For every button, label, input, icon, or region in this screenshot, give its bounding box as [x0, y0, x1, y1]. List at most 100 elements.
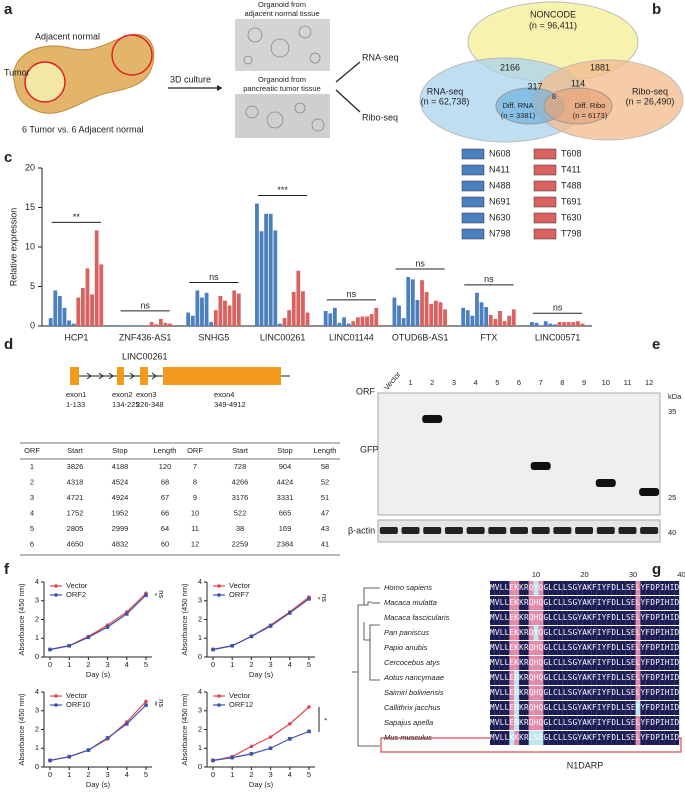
residue-cell — [596, 611, 602, 625]
residue-cell — [654, 701, 660, 715]
set-name: Diff. RNA — [502, 101, 533, 110]
residue-cell — [514, 581, 520, 595]
x-tick-label: 5 — [307, 770, 311, 779]
residue-cell — [504, 581, 510, 595]
residue-cell — [499, 731, 505, 745]
residue-cell — [654, 671, 660, 685]
bar — [213, 310, 218, 326]
residue-cell — [630, 671, 636, 685]
residue-cell — [669, 626, 675, 640]
y-tick-label: 2 — [35, 614, 39, 623]
residue-cell — [596, 731, 602, 745]
residue-cell — [557, 581, 563, 595]
y-tick-label: 20 — [25, 162, 35, 172]
exon-name: exon3 — [136, 390, 156, 399]
residue-cell — [577, 701, 583, 715]
residue-cell — [669, 671, 675, 685]
residue-cell — [528, 701, 534, 715]
residue-cell — [582, 626, 587, 640]
residue-cell — [533, 626, 539, 640]
residue-cell — [562, 731, 568, 745]
marker: 35 — [668, 407, 676, 416]
residue-cell — [572, 656, 578, 670]
table-header: ORF — [187, 446, 203, 455]
region-count: 317 — [527, 81, 542, 91]
y-tick-label: 1 — [35, 633, 39, 642]
bar — [534, 322, 539, 326]
point — [86, 748, 91, 752]
residue-cell — [659, 596, 665, 610]
bar — [475, 292, 479, 326]
residue-cell — [625, 671, 631, 685]
bar — [461, 307, 466, 326]
x-tick-label: 2 — [86, 660, 90, 669]
point — [48, 758, 52, 763]
residue-cell — [650, 701, 655, 715]
residue-cell — [659, 731, 665, 745]
residue-cell — [635, 731, 641, 745]
residue-cell — [577, 731, 583, 745]
x-tick-label: 3 — [269, 770, 273, 779]
residue-cell — [490, 581, 495, 595]
residue-cell — [625, 656, 631, 670]
residue-cell — [553, 581, 558, 595]
y-tick-label: 2 — [198, 614, 202, 623]
lane-label: 3 — [452, 378, 456, 387]
bar — [90, 294, 94, 326]
residue-cell — [528, 686, 534, 700]
residue-cell — [490, 686, 495, 700]
residue-cell — [548, 701, 554, 715]
residue-cell — [601, 671, 607, 685]
residue-cell — [557, 641, 563, 655]
residue-cell — [587, 641, 592, 655]
table-cell: 4721 — [67, 493, 84, 502]
residue-cell — [543, 701, 549, 715]
normal-region — [111, 34, 153, 76]
residue-cell — [494, 671, 500, 685]
x-axis-title: Day (s) — [249, 780, 274, 789]
residue-cell — [650, 731, 655, 745]
residue-cell — [635, 581, 641, 595]
gene-name: LINC00261 — [122, 351, 168, 361]
x-tick-label: 2 — [249, 660, 253, 669]
residue-cell — [645, 671, 651, 685]
residue-cell — [587, 581, 592, 595]
x-tick-label: 4 — [288, 770, 292, 779]
residue-cell — [587, 701, 592, 715]
legend-swatch — [533, 164, 557, 176]
bar — [200, 297, 204, 326]
bar — [346, 323, 351, 326]
residue-cell — [538, 686, 544, 700]
residue-cell — [669, 716, 675, 730]
residue-cell — [645, 701, 651, 715]
table-cell: 3826 — [67, 462, 84, 471]
residue-cell — [640, 716, 646, 730]
residue-cell — [567, 596, 573, 610]
bar — [342, 317, 346, 326]
residue-cell — [606, 581, 612, 595]
table-cell: 2805 — [67, 524, 84, 533]
residue-cell — [664, 656, 670, 670]
bar — [126, 325, 131, 326]
residue-cell — [514, 626, 520, 640]
residue-cell — [664, 611, 670, 625]
residue-cell — [654, 716, 660, 730]
marker: 25 — [668, 493, 676, 502]
residue-cell — [543, 731, 549, 745]
residue-cell — [548, 686, 554, 700]
position: 30 — [629, 570, 637, 579]
residue-cell — [601, 731, 607, 745]
residue-cell — [543, 596, 549, 610]
residue-cell — [640, 656, 646, 670]
panel-label: e — [652, 336, 660, 353]
residue-cell — [611, 626, 617, 640]
residue-cell — [650, 596, 655, 610]
point — [307, 729, 311, 734]
point — [144, 703, 148, 707]
x-axis-title: Day (s) — [86, 780, 111, 789]
point — [144, 699, 148, 704]
bar — [209, 322, 214, 326]
significance: ns — [209, 272, 219, 282]
residue-cell — [650, 641, 655, 655]
